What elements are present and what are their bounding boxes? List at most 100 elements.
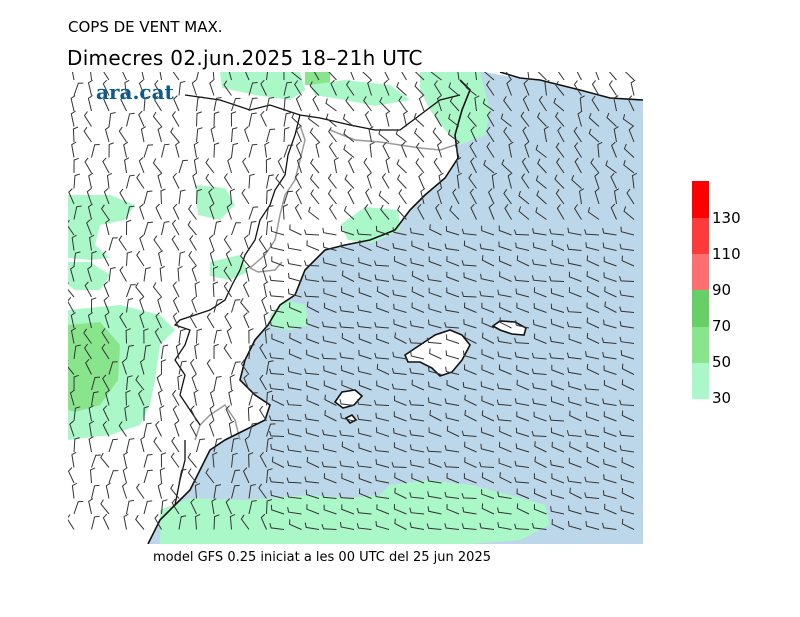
wind-barb	[225, 405, 232, 422]
wind-barb	[178, 515, 187, 530]
wind-barb	[108, 361, 118, 375]
wind-barb	[259, 451, 267, 468]
wind-barb	[70, 110, 76, 127]
wind-barb	[374, 445, 390, 453]
wind-barb	[496, 383, 512, 391]
wind-barb	[196, 127, 203, 143]
wind-barb	[340, 225, 355, 236]
wind-barb	[415, 142, 425, 158]
wind-barb	[283, 190, 293, 205]
wind-barb	[123, 513, 129, 530]
wind-barb	[213, 111, 220, 127]
wind-barb	[191, 296, 197, 313]
wind-barb	[139, 296, 145, 313]
wind-barb	[242, 281, 250, 298]
wind-barb	[171, 498, 180, 515]
wind-barb	[209, 405, 215, 422]
wind-barb	[91, 454, 101, 468]
wind-barb	[248, 173, 255, 189]
wind-barb	[161, 143, 170, 158]
wind-barb	[554, 111, 565, 127]
island-menorca	[491, 320, 527, 336]
wind-barb	[623, 143, 635, 158]
wind-barb	[550, 303, 565, 313]
wind-barb	[289, 302, 302, 313]
wind-barb	[228, 72, 232, 81]
wind-barb	[323, 302, 337, 313]
wind-barb	[68, 514, 75, 530]
wind-barb	[261, 296, 267, 313]
wind-barb	[135, 514, 145, 530]
wind-barb	[496, 399, 512, 406]
wind-barb	[555, 189, 565, 205]
wind-barb	[444, 491, 460, 499]
wind-barb	[468, 173, 477, 189]
wind-barb	[213, 299, 223, 313]
wind-barb	[105, 219, 111, 236]
wind-barb	[375, 459, 390, 468]
wind-barb	[584, 476, 600, 484]
wind-barb	[178, 80, 186, 96]
wind-barb	[521, 157, 530, 174]
wind-barb	[295, 126, 302, 143]
wind-barb	[434, 111, 442, 127]
wind-barb	[321, 276, 337, 282]
wind-barb	[266, 390, 273, 406]
wind-barb	[120, 95, 127, 112]
wind-barb	[623, 206, 635, 220]
wind-barb	[429, 410, 442, 422]
wind-barb	[126, 344, 134, 360]
wind-barb	[481, 472, 495, 484]
wind-barb	[384, 72, 390, 81]
wind-barb	[605, 160, 617, 174]
wind-barb	[269, 290, 285, 298]
wind-barb	[248, 484, 256, 499]
wind-barb	[376, 333, 390, 344]
wind-barb	[124, 79, 130, 96]
wind-barb	[73, 157, 79, 174]
wind-barb	[409, 429, 425, 437]
wind-barb	[621, 457, 635, 468]
wind-barb	[102, 405, 110, 422]
wind-barb	[321, 492, 337, 499]
wind-barb	[160, 188, 166, 205]
wind-barb	[321, 321, 337, 329]
wind-barb	[194, 343, 200, 360]
wind-barb	[414, 81, 425, 96]
wind-barb	[287, 460, 302, 468]
wind-barb	[418, 95, 425, 112]
wind-barb	[328, 127, 337, 143]
wind-barb	[518, 190, 530, 205]
wind-barb	[172, 405, 180, 422]
wind-barb	[171, 389, 180, 406]
wind-barb	[413, 112, 425, 127]
border-line	[329, 129, 456, 151]
wind-barb	[549, 415, 565, 422]
wind-barb	[591, 80, 600, 96]
wind-barb	[446, 256, 460, 267]
wind-barb	[283, 96, 291, 112]
wind-barb	[283, 81, 292, 96]
wind-barb	[341, 333, 355, 344]
wind-barb	[296, 157, 302, 174]
wind-barb	[266, 220, 273, 236]
wind-barb	[262, 265, 267, 282]
wind-barb	[143, 221, 153, 236]
wind-barb	[196, 328, 203, 344]
wind-barb	[505, 72, 512, 81]
wind-barb	[325, 98, 337, 112]
wind-barb	[569, 487, 582, 499]
wind-barb	[143, 328, 149, 344]
wind-barb	[119, 266, 127, 282]
wind-barb	[140, 436, 146, 453]
wind-barb	[287, 428, 302, 437]
wind-barb	[70, 327, 77, 344]
wind-barb	[322, 242, 337, 251]
wind-barb	[566, 352, 582, 360]
wind-barb	[306, 301, 320, 313]
wind-barb	[463, 350, 477, 360]
wind-barb	[531, 275, 547, 282]
wind-barb	[515, 320, 530, 329]
wind-barb	[136, 173, 145, 189]
wind-barb	[205, 158, 215, 174]
